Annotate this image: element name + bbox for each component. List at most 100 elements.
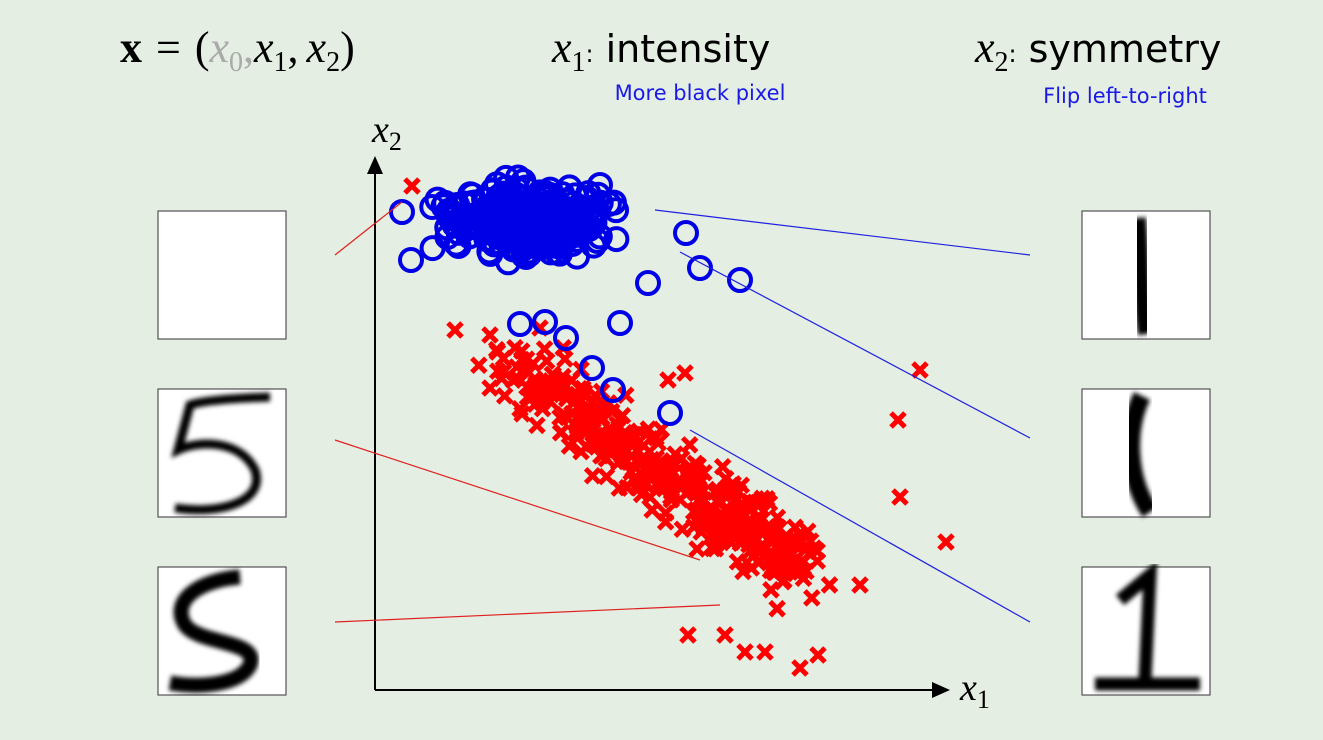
formula-sep: , bbox=[243, 23, 254, 72]
x-axis-label: x1 bbox=[959, 667, 990, 714]
cross-marker bbox=[577, 438, 596, 456]
cross-marker bbox=[680, 436, 699, 454]
cross-marker bbox=[642, 455, 660, 474]
formula-close: ) bbox=[340, 23, 355, 72]
cross-marker bbox=[702, 538, 721, 557]
circle-marker bbox=[459, 211, 486, 238]
colon: : bbox=[1009, 40, 1017, 68]
cross-marker bbox=[791, 659, 809, 677]
cross-marker bbox=[716, 626, 734, 644]
cross-marker bbox=[643, 501, 661, 519]
digit-stroke bbox=[1130, 217, 1154, 336]
cross-marker bbox=[600, 419, 619, 438]
cross-marker bbox=[470, 356, 488, 375]
digit-stroke bbox=[1122, 391, 1158, 518]
circle-marker bbox=[497, 212, 524, 239]
circle-marker bbox=[603, 226, 630, 253]
circle-marker bbox=[603, 197, 630, 224]
formula-open: ( bbox=[195, 23, 210, 72]
circle-marker bbox=[553, 325, 579, 351]
cross-marker bbox=[533, 393, 551, 411]
formula-lhs: x bbox=[120, 23, 142, 72]
connectors bbox=[334, 201, 1031, 623]
cross-marker bbox=[672, 449, 691, 468]
cross-marker bbox=[732, 476, 751, 495]
var: x bbox=[371, 109, 389, 151]
cross-marker bbox=[673, 520, 692, 538]
cross-marker bbox=[518, 378, 536, 396]
cross-marker bbox=[662, 456, 680, 474]
cross-marker bbox=[695, 491, 713, 509]
cross-marker bbox=[820, 576, 839, 594]
var-sub: 1 bbox=[572, 47, 586, 78]
circle-marker bbox=[500, 198, 527, 225]
circle-marker bbox=[600, 377, 626, 403]
feature-note: More black pixel bbox=[615, 81, 786, 105]
cross-marker bbox=[446, 321, 464, 339]
cross-marker bbox=[768, 599, 786, 618]
circle-marker bbox=[389, 199, 415, 225]
feature-heading: x1: intensity bbox=[551, 23, 770, 78]
cross-marker bbox=[763, 528, 782, 546]
cross-marker bbox=[592, 447, 610, 465]
formula-eq: = bbox=[156, 23, 181, 72]
term: x bbox=[253, 23, 274, 72]
cross-marker bbox=[738, 553, 756, 572]
circle-marker bbox=[507, 311, 533, 337]
digit-stroke bbox=[168, 569, 259, 693]
cross-marker bbox=[656, 513, 675, 531]
circle-marker bbox=[576, 215, 603, 242]
cross-marker bbox=[744, 534, 763, 553]
cross-marker bbox=[563, 405, 581, 423]
cross-marker bbox=[660, 472, 678, 491]
circle-marker bbox=[587, 172, 613, 198]
circle-marker bbox=[398, 247, 424, 273]
cross-marker bbox=[911, 361, 929, 379]
cross-marker bbox=[583, 466, 602, 485]
cross-marker bbox=[707, 492, 726, 511]
circle-marker bbox=[579, 355, 605, 381]
cross-marker bbox=[721, 479, 740, 498]
connector bbox=[334, 201, 403, 256]
cross-marker bbox=[688, 540, 706, 558]
cross-marker bbox=[588, 394, 607, 412]
cross-marker bbox=[574, 422, 592, 441]
var: x bbox=[959, 667, 977, 709]
connector bbox=[334, 604, 721, 623]
cross-marker bbox=[724, 510, 743, 529]
cross-marker bbox=[762, 581, 780, 599]
circle-marker bbox=[673, 220, 699, 246]
cross-marker bbox=[535, 340, 554, 358]
scatter bbox=[389, 164, 955, 677]
cross-marker bbox=[615, 423, 634, 442]
connector bbox=[654, 209, 1031, 256]
cross-marker bbox=[537, 352, 556, 370]
circle-marker bbox=[635, 270, 661, 296]
feature-name: symmetry bbox=[1029, 27, 1222, 71]
cross-marker bbox=[756, 643, 774, 661]
circle-marker bbox=[727, 267, 753, 293]
var: x bbox=[974, 23, 995, 72]
var-sub: 2 bbox=[389, 127, 402, 156]
cross-marker bbox=[937, 533, 955, 551]
circle-marker bbox=[459, 182, 486, 209]
feature-note: Flip left-to-right bbox=[1043, 84, 1207, 108]
cross-marker bbox=[524, 354, 542, 373]
term: x bbox=[208, 23, 229, 72]
cross-marker bbox=[495, 387, 514, 405]
formula: x = (x0,x1, x2) bbox=[120, 23, 355, 78]
cross-marker bbox=[889, 411, 907, 429]
cross-marker bbox=[679, 626, 697, 644]
var-sub: 1 bbox=[977, 685, 990, 714]
cross-marker bbox=[481, 379, 499, 397]
circle-marker bbox=[550, 209, 577, 236]
circle-marker bbox=[440, 200, 467, 227]
cross-marker bbox=[597, 467, 616, 486]
cross-marker bbox=[782, 559, 801, 577]
digit-stroke bbox=[1095, 560, 1200, 691]
cross-marker bbox=[790, 525, 808, 544]
term-sub: 1 bbox=[274, 47, 288, 78]
cross-marker bbox=[618, 442, 636, 460]
cross-marker bbox=[803, 589, 821, 607]
